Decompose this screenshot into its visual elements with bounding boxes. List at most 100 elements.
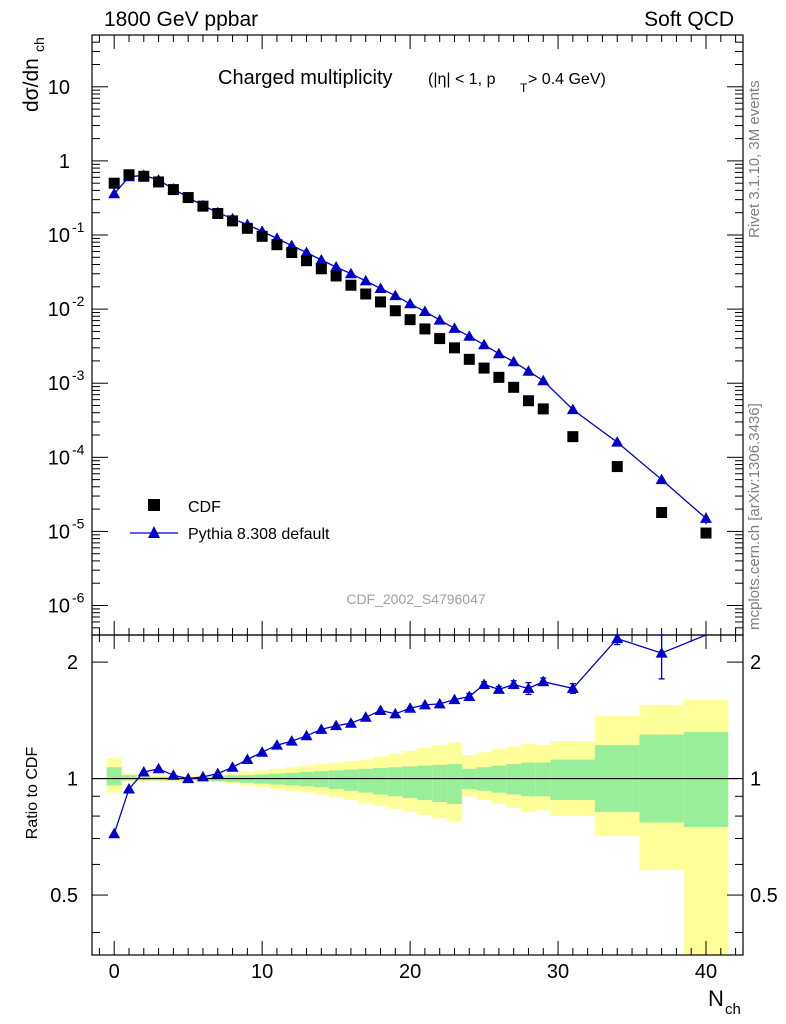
ratio-point bbox=[433, 697, 446, 709]
plot-title-cuts: (|η| < 1, p bbox=[428, 71, 496, 88]
y-tick-label: 10 bbox=[48, 521, 70, 543]
cdf-point bbox=[463, 353, 475, 365]
band-green bbox=[373, 767, 388, 795]
pythia-point bbox=[700, 512, 713, 523]
pythia-point bbox=[344, 267, 357, 279]
y-tick-label: 1 bbox=[59, 151, 70, 173]
ratio-point bbox=[374, 704, 387, 715]
rivet-version-label: Rivet 3.1.10, 3M events bbox=[746, 80, 763, 238]
cdf-point bbox=[404, 314, 416, 326]
ratio-point bbox=[122, 782, 135, 794]
legend-pythia-label: Pythia 8.308 default bbox=[188, 526, 330, 543]
ratio-point bbox=[137, 765, 150, 777]
mcplots-reference-label: mcplots.cern.ch [arXiv:1306.3436] bbox=[746, 403, 763, 630]
legend-cdf-marker bbox=[148, 499, 160, 511]
pythia-point bbox=[404, 297, 417, 309]
y-tick-label: 10 bbox=[48, 596, 70, 618]
plot-title: Charged multiplicity bbox=[218, 67, 393, 89]
ratio-point bbox=[330, 719, 343, 731]
y-axis-label-subscript: ch bbox=[31, 37, 47, 52]
x-tick-label: 30 bbox=[547, 961, 569, 983]
band-green bbox=[506, 764, 522, 795]
cdf-point bbox=[138, 170, 150, 182]
band-green bbox=[417, 765, 433, 801]
ratio-point bbox=[389, 707, 402, 719]
y-tick-exponent: -6 bbox=[72, 590, 85, 606]
y-tick-label: 10 bbox=[48, 373, 70, 395]
cdf-point bbox=[448, 342, 460, 354]
y-tick-exponent: -5 bbox=[72, 515, 85, 531]
pythia-point bbox=[433, 314, 446, 325]
ratio-point bbox=[404, 702, 417, 713]
cdf-point bbox=[153, 176, 165, 188]
cdf-point bbox=[108, 177, 120, 189]
cdf-point bbox=[611, 461, 623, 473]
pythia-point bbox=[463, 330, 476, 341]
ratio-point bbox=[285, 735, 298, 746]
ratio-y-tick-label-right: 0.5 bbox=[750, 885, 778, 907]
main-plot-frame bbox=[91, 34, 744, 636]
x-axis-label: N bbox=[708, 986, 724, 1011]
plot-title-cuts-tail: > 0.4 GeV) bbox=[528, 71, 606, 88]
pythia-point bbox=[655, 473, 668, 485]
pythia-point bbox=[374, 282, 387, 293]
pythia-point bbox=[108, 187, 121, 199]
y-tick-label: 10 bbox=[48, 225, 70, 247]
ratio-y-tick-label-right: 2 bbox=[750, 652, 761, 674]
pythia-point bbox=[330, 260, 343, 272]
cdf-point bbox=[286, 247, 298, 259]
plot-frames bbox=[91, 34, 744, 956]
plot-title-cuts-subscript: T bbox=[520, 81, 528, 95]
ratio-point bbox=[537, 675, 550, 687]
ratio-point bbox=[152, 762, 165, 774]
x-tick-label: 40 bbox=[695, 961, 717, 983]
ratio-point bbox=[344, 717, 357, 728]
band-green bbox=[313, 771, 329, 788]
legend-cdf-label: CDF bbox=[188, 499, 221, 516]
cdf-point bbox=[656, 506, 668, 518]
ratio-point bbox=[478, 678, 491, 690]
ratio-point bbox=[256, 746, 269, 757]
header-category-label: Soft QCD bbox=[644, 8, 734, 31]
ratio-uncertainty-bands bbox=[92, 699, 743, 955]
pythia-point bbox=[507, 355, 520, 367]
band-green bbox=[358, 768, 374, 793]
cdf-point bbox=[301, 255, 313, 267]
pythia-point bbox=[359, 274, 372, 286]
band-green bbox=[121, 775, 137, 781]
cdf-point bbox=[375, 296, 387, 308]
ratio-point bbox=[182, 772, 195, 784]
ratio-point bbox=[463, 690, 476, 701]
pythia-point bbox=[300, 246, 313, 258]
band-green bbox=[521, 762, 536, 797]
cdf-point bbox=[345, 279, 357, 291]
ratio-point bbox=[566, 682, 579, 693]
cdf-point bbox=[182, 192, 194, 204]
ratio-point bbox=[300, 729, 313, 741]
band-green bbox=[343, 769, 359, 791]
pythia-point bbox=[389, 289, 402, 301]
data-series bbox=[108, 169, 713, 539]
pythia-point bbox=[537, 374, 550, 386]
cdf-point bbox=[508, 381, 520, 393]
x-tick-label: 10 bbox=[251, 961, 273, 983]
band-green bbox=[432, 764, 448, 802]
pythia-point bbox=[315, 253, 328, 265]
y-tick-exponent: -2 bbox=[72, 293, 85, 309]
cdf-point bbox=[360, 288, 372, 300]
ratio-point bbox=[167, 769, 180, 780]
legend-pythia-marker bbox=[148, 526, 160, 538]
cdf-point bbox=[493, 371, 505, 383]
cdf-point bbox=[700, 527, 712, 539]
pythia-point bbox=[611, 436, 624, 447]
y-tick-exponent: -3 bbox=[72, 367, 85, 383]
band-green bbox=[550, 759, 596, 801]
cdf-point bbox=[241, 222, 253, 234]
header-beam-label: 1800 GeV ppbar bbox=[104, 8, 259, 31]
band-green bbox=[328, 770, 344, 789]
ratio-point bbox=[270, 739, 283, 750]
y-tick-label: 10 bbox=[48, 447, 70, 469]
ratio-y-tick-label: 0.5 bbox=[50, 885, 78, 907]
